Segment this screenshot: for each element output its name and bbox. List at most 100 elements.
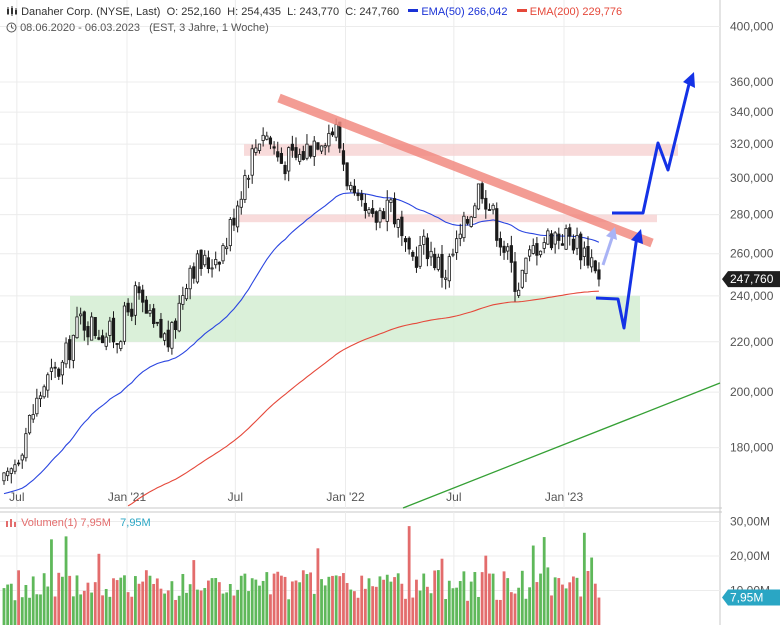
candle-body-up (6, 470, 10, 477)
candle-body-down (374, 211, 378, 223)
candle (232, 208, 236, 232)
volume-bar (294, 580, 298, 625)
candle (582, 241, 586, 266)
candle (287, 146, 291, 182)
candle (261, 127, 265, 147)
candle (148, 304, 152, 317)
candle (276, 141, 280, 162)
last-price-label: 247,760 (730, 272, 774, 286)
candle-body-up (323, 145, 327, 148)
volume-bar (484, 555, 488, 625)
volume-bar (378, 576, 382, 625)
volume-bar (447, 580, 451, 625)
candle-body-down (316, 142, 320, 150)
volume-bar (539, 573, 542, 625)
candle-body-down (330, 131, 335, 136)
candle-body-down (100, 335, 105, 344)
candle-body-down (290, 143, 294, 151)
volume-bar (137, 583, 141, 625)
candle (403, 235, 408, 252)
candle-body-down (535, 243, 539, 256)
candle (177, 295, 181, 333)
candle-body-down (381, 211, 386, 220)
candle (254, 139, 258, 156)
volume-bar (152, 583, 156, 625)
volume-last-label: 7,95M (730, 591, 763, 605)
candle (509, 235, 513, 273)
volume-bar (371, 586, 375, 625)
resistance-trendline (277, 93, 654, 248)
candle (418, 235, 422, 269)
volume-bar (418, 590, 422, 625)
candle (97, 329, 101, 341)
candle (360, 189, 364, 207)
candle-body-down (141, 289, 145, 303)
y-tick-label: 320,000 (730, 137, 774, 151)
candle-body-up (447, 256, 451, 282)
candle-body-down (283, 165, 287, 175)
candle-body-up (305, 143, 309, 159)
candle-body-down (137, 286, 141, 294)
volume-bar (433, 570, 437, 625)
candle-body-down (407, 237, 411, 250)
long-term-trendline (402, 382, 721, 509)
volume-bar (9, 583, 13, 625)
candle (371, 199, 375, 218)
volume-bar (320, 579, 323, 625)
candle-body-down (440, 253, 444, 278)
candle (436, 253, 440, 272)
volume-bar (104, 588, 108, 625)
projection-arrow-light (601, 237, 614, 266)
candle-body-down (217, 261, 221, 265)
candle-body-up (287, 147, 291, 172)
support-zone (70, 295, 640, 342)
candle-body-down (173, 320, 178, 331)
x-tick-label: Jan '23 (545, 490, 584, 504)
candle-body-up (170, 322, 174, 349)
candle-body-up (462, 215, 466, 239)
candle (484, 190, 488, 219)
candle-body-up (119, 341, 123, 349)
volume-bar (207, 580, 210, 625)
resistance-zone (236, 214, 657, 223)
candle-body-up (575, 235, 579, 249)
candle (502, 240, 506, 260)
volume-bar (542, 537, 546, 625)
volume-bar (593, 583, 597, 625)
candle (513, 252, 517, 302)
candle (115, 343, 119, 354)
volume-bar (141, 581, 145, 625)
candle (564, 224, 568, 250)
volume-bar (535, 582, 539, 625)
candle (363, 193, 367, 219)
volume-bar (575, 577, 579, 625)
candle (53, 361, 57, 378)
candle-body-down (268, 137, 273, 145)
volume-bar (283, 576, 287, 625)
y-tick-label: 300,000 (730, 171, 774, 185)
volume-bar (214, 577, 218, 625)
ema200-line (127, 290, 599, 507)
chart-subheader: 08.06.2020 - 06.03.2023 (EST, 3 Jahre, 1… (6, 22, 269, 34)
volume-bar (590, 557, 594, 625)
candle-body-down (68, 339, 72, 361)
candle-body-down (498, 238, 503, 248)
candle (531, 238, 535, 255)
candle (279, 147, 284, 164)
volume-bar (290, 581, 294, 625)
candle-body-up (582, 247, 586, 257)
volume-bar (250, 578, 254, 625)
candle (517, 282, 521, 298)
candle (549, 230, 554, 251)
candle-body-up (590, 257, 594, 268)
candle-body-up (491, 204, 495, 211)
candle (130, 302, 134, 322)
candle-body-down (159, 318, 163, 338)
volume-bar (174, 599, 177, 625)
volume-bar (597, 597, 601, 625)
volume-bar (39, 594, 42, 625)
candle-body-down (115, 343, 119, 345)
volume-bar (327, 576, 331, 625)
candle-body-down (192, 266, 196, 279)
candle (228, 217, 232, 252)
